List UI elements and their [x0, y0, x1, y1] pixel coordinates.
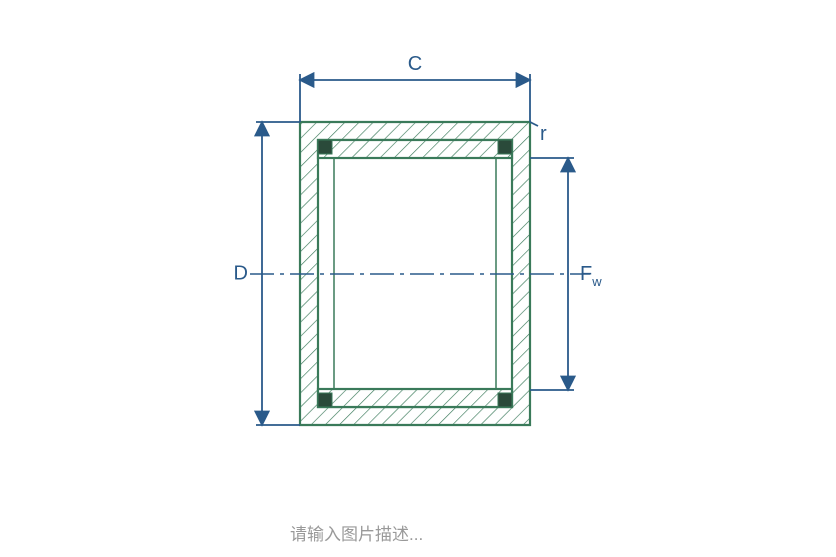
diagram-container: C D Fw r — [0, 0, 836, 500]
bearing-diagram: C D Fw r — [0, 0, 836, 500]
dim-label-c: C — [408, 53, 422, 75]
caption-placeholder[interactable]: 请输入图片描述... — [290, 520, 423, 545]
dim-label-d: D — [234, 263, 248, 285]
dim-label-fw: Fw — [580, 263, 602, 289]
dim-label-r: r — [540, 123, 547, 145]
